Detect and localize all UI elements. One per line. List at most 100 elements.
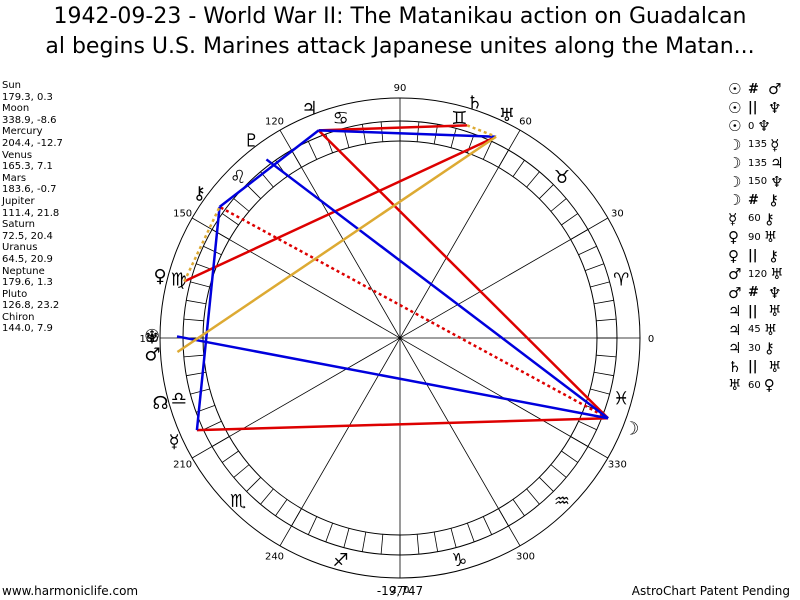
planet-name-pluto: Pluto (2, 288, 28, 300)
degree-tick (512, 160, 525, 177)
degree-tick (203, 245, 222, 256)
node-glyph: ☊ (152, 393, 168, 414)
aspect-line-moon-jupiter (317, 129, 609, 420)
aspect-planet-b-glyph: ☿ (770, 135, 780, 154)
aspect-planet-b-glyph: ♅ (768, 302, 782, 321)
aspect-degree: 90 (748, 231, 761, 243)
degree-tick (307, 516, 318, 535)
degree-tick (233, 198, 250, 212)
zodiac-sign-glyph: ♑ (451, 550, 467, 571)
aspect-row: ♀ 90 ♅ (728, 228, 784, 247)
degree-tick (246, 477, 261, 492)
aspect-planet-a-glyph: ♄ (728, 357, 742, 376)
aspect-degree: 135 (748, 139, 768, 151)
planet-position-list: Sun 179.3, 0.3 Moon 338.9, -8.6 Mercury … (2, 80, 63, 335)
aspect-line-mercury-chiron (195, 206, 221, 431)
aspect-planet-b-glyph: ⚷ (763, 339, 775, 358)
aspect-row: ☽ 135 ♃ (728, 154, 784, 173)
planet-name-uranus: Uranus (2, 242, 38, 254)
aspect-line-chiron-jupiter (218, 129, 320, 208)
aspect-planet-a-glyph: ☉ (728, 80, 742, 99)
planet-values-jupiter: 111.4, 21.8 (2, 207, 60, 219)
aspect-degree: 150 (748, 176, 768, 188)
degree-tick (512, 499, 525, 516)
aspect-degree: 45 (748, 324, 761, 336)
aspect-line-mars-uranus (176, 135, 497, 354)
degree-tick (183, 354, 204, 358)
aspect-planet-a-glyph: ☿ (728, 209, 738, 228)
aspect-symbol: # (748, 285, 759, 301)
degree-tick (550, 198, 567, 212)
degree-tick (246, 184, 261, 199)
planet-name-mercury: Mercury (2, 126, 43, 138)
aspect-row: ☿ 60 ⚷ (728, 210, 784, 229)
aspect-line-saturn-uranus (466, 124, 497, 138)
aspect-planet-a-glyph: ☽ (728, 172, 742, 191)
aspect-planet-a-glyph: ♃ (728, 339, 742, 358)
aspect-row: ♂ 120 ♅ (728, 265, 784, 284)
aspect-line-venus-chiron (183, 206, 221, 282)
degree-tick (561, 450, 578, 463)
zodiac-sign-glyph: ♓ (613, 388, 629, 409)
zodiac-sign-glyph: ♉ (554, 167, 570, 188)
degree-tick (380, 534, 384, 555)
aspect-degree: 30 (748, 342, 761, 354)
degree-tick (482, 141, 493, 160)
moon-glyph: ☽ (623, 418, 639, 439)
aspect-row: ♃ 45 ♅ (728, 321, 784, 340)
footer-website: www.harmoniclife.com (2, 584, 139, 598)
aspect-planet-a-glyph: ♃ (728, 302, 742, 321)
degree-label: 30 (611, 209, 624, 220)
planet-name-venus: Venus (2, 149, 33, 161)
planet-values-chiron: 144.0, 7.9 (2, 323, 53, 335)
planet-name-saturn: Saturn (2, 219, 36, 231)
aspect-line-moon-chiron (218, 205, 609, 420)
degree-tick (539, 184, 554, 199)
degree-label: 210 (173, 460, 192, 471)
aspect-list: ☉ # ♂ ☉ || ♆ ☉ 0 ♆ ☽ 135 ☿ ☽ 135 ♃ ☽ 150 ♆ ☽ # ⚷ ☿ 60 ⚷ ♀ 90 ♅ ♀ || ⚷… (728, 80, 784, 395)
degree-tick (433, 531, 439, 552)
zodiac-signs: ♈ ♉ ♊ ♋ ♌ ♍ ♎ ♏ ♐ ♑ ♒ ♓ (171, 108, 630, 571)
aspect-row: ☽ 135 ☿ (728, 136, 784, 155)
degree-tick (190, 281, 210, 288)
degree-tick (361, 124, 367, 145)
aspect-row: ♂ # ♆ (728, 284, 784, 303)
aspect-planet-b-glyph: ♆ (768, 98, 782, 117)
aspect-planet-a-glyph: ♀ (728, 228, 739, 247)
degree-tick (596, 354, 617, 358)
degree-label: 90 (394, 83, 407, 94)
planet-values-saturn: 72.5, 20.4 (2, 230, 53, 242)
degree-tick (584, 263, 605, 271)
planet-values-mars: 183.6, -0.7 (2, 184, 57, 196)
aspect-degree: 0 (748, 120, 755, 132)
aspect-symbol: || (748, 248, 758, 264)
degree-tick (222, 450, 239, 463)
zodiac-sign-glyph: ♒ (554, 491, 570, 512)
aspect-planet-b-glyph: ♆ (770, 172, 784, 191)
aspect-degree: 120 (748, 268, 768, 280)
aspect-row: ♀ || ⚷ (728, 247, 784, 266)
aspect-row: ♃ 30 ⚷ (728, 339, 784, 358)
planet-name-mars: Mars (2, 172, 27, 184)
degree-tick (416, 121, 420, 142)
aspect-planet-b-glyph: ♃ (770, 154, 784, 173)
aspect-planet-b-glyph: ♆ (768, 283, 782, 302)
aspect-symbol: || (748, 359, 758, 375)
degree-label: 180 (139, 334, 158, 345)
zodiac-sign-glyph: ♊ (451, 108, 467, 129)
aspect-planet-b-glyph: ♂ (768, 80, 782, 99)
degree-tick (222, 213, 239, 226)
aspect-symbol: # (748, 192, 759, 208)
degree-label: 150 (173, 209, 192, 220)
aspect-row: ♄ || ♅ (728, 358, 784, 377)
aspect-line-jupiter-uranus (318, 129, 497, 138)
mercury-glyph: ☿ (169, 431, 180, 452)
zodiac-sign-glyph: ♈ (613, 270, 629, 291)
degree-tick (593, 371, 614, 377)
planet-values-mercury: 204.4, -12.7 (2, 137, 63, 149)
aspect-line-jupiter-saturn (318, 124, 468, 132)
aspect-planet-b-glyph: ♅ (768, 357, 782, 376)
aspect-planet-a-glyph: ☉ (728, 117, 742, 136)
aspect-planet-a-glyph: ♂ (728, 283, 742, 302)
degree-label: 120 (265, 117, 284, 128)
